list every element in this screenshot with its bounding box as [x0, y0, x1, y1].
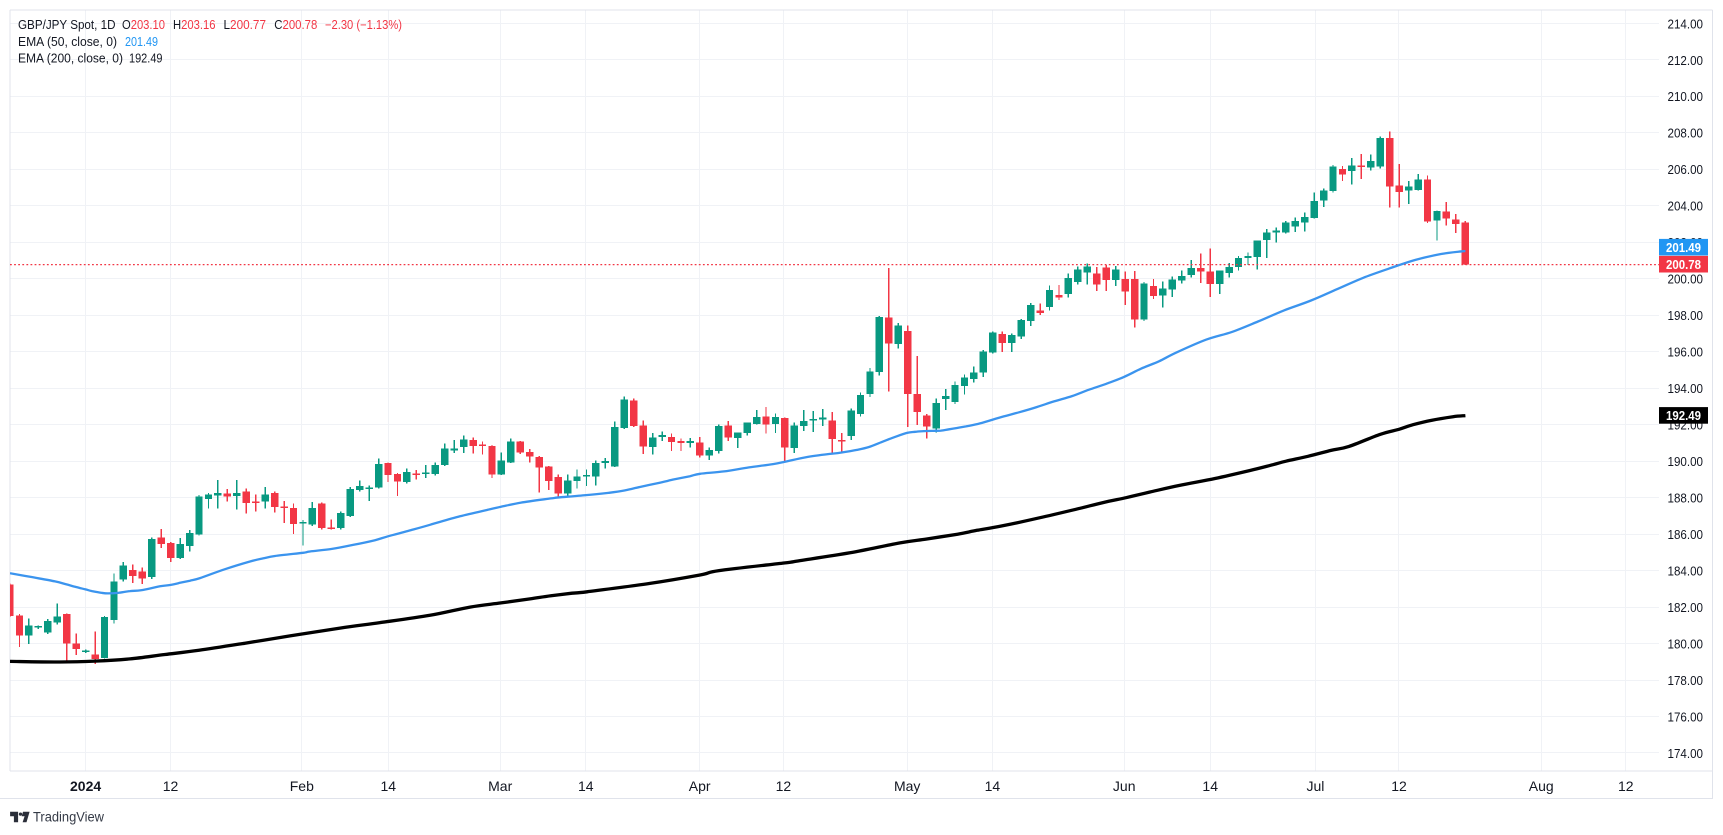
svg-text:176.00: 176.00	[1668, 709, 1704, 724]
svg-text:206.00: 206.00	[1668, 162, 1704, 177]
svg-text:12: 12	[1618, 778, 1634, 794]
svg-text:196.00: 196.00	[1668, 345, 1704, 360]
svg-text:200.00: 200.00	[1668, 272, 1704, 287]
svg-text:O203.10: O203.10	[122, 18, 165, 32]
svg-text:180.00: 180.00	[1668, 636, 1704, 651]
svg-text:H203.16: H203.16	[173, 18, 216, 32]
svg-text:212.00: 212.00	[1668, 53, 1704, 68]
svg-text:L200.77: L200.77	[224, 18, 267, 32]
svg-text:201.49: 201.49	[1666, 240, 1701, 255]
svg-text:Mar: Mar	[488, 778, 512, 794]
svg-text:178.00: 178.00	[1668, 673, 1704, 688]
svg-text:200.78: 200.78	[1666, 257, 1701, 272]
svg-text:182.00: 182.00	[1668, 600, 1704, 615]
svg-text:186.00: 186.00	[1668, 527, 1704, 542]
svg-text:14: 14	[381, 778, 397, 794]
svg-text:188.00: 188.00	[1668, 491, 1704, 506]
svg-text:192.49: 192.49	[1666, 408, 1701, 423]
svg-text:192.49: 192.49	[129, 51, 163, 65]
svg-text:EMA (200, close, 0): EMA (200, close, 0)	[18, 51, 123, 65]
svg-text:184.00: 184.00	[1668, 563, 1704, 578]
svg-text:Feb: Feb	[290, 778, 314, 794]
svg-text:TradingView: TradingView	[33, 809, 104, 824]
svg-text:214.00: 214.00	[1668, 16, 1704, 31]
svg-text:12: 12	[1391, 778, 1407, 794]
svg-text:210.00: 210.00	[1668, 89, 1704, 104]
svg-text:14: 14	[985, 778, 1001, 794]
svg-text:C200.78: C200.78	[274, 18, 317, 32]
svg-text:May: May	[894, 778, 920, 794]
svg-text:12: 12	[776, 778, 792, 794]
svg-text:174.00: 174.00	[1668, 746, 1704, 761]
svg-text:GBP/JPY Spot, 1D: GBP/JPY Spot, 1D	[18, 18, 116, 32]
svg-text:14: 14	[578, 778, 594, 794]
svg-text:2024: 2024	[70, 778, 101, 794]
svg-text:201.49: 201.49	[125, 35, 158, 49]
svg-text:190.00: 190.00	[1668, 454, 1704, 469]
svg-text:14: 14	[1202, 778, 1218, 794]
svg-text:208.00: 208.00	[1668, 126, 1704, 141]
svg-text:194.00: 194.00	[1668, 381, 1704, 396]
svg-text:Jun: Jun	[1113, 778, 1136, 794]
svg-text:12: 12	[163, 778, 179, 794]
svg-text:−2.30 (−1.13%): −2.30 (−1.13%)	[325, 18, 402, 32]
svg-text:Apr: Apr	[689, 778, 711, 794]
svg-text:EMA (50, close, 0): EMA (50, close, 0)	[18, 35, 117, 49]
svg-text:198.00: 198.00	[1668, 308, 1704, 323]
svg-text:204.00: 204.00	[1668, 199, 1704, 214]
svg-text:Aug: Aug	[1529, 778, 1554, 794]
svg-text:Jul: Jul	[1306, 778, 1324, 794]
